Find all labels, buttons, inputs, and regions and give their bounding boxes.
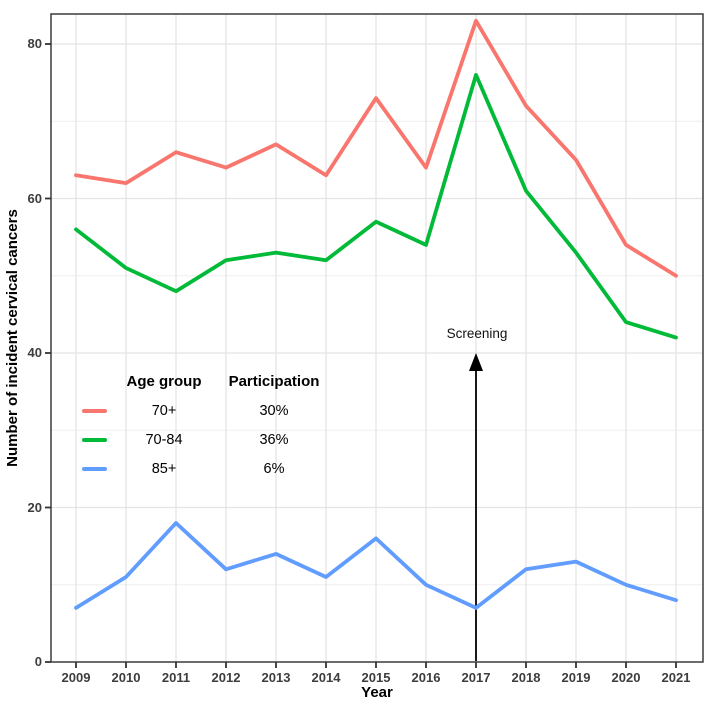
x-tick-label-2018: 2018 [511, 670, 541, 685]
x-tick-label-2021: 2021 [661, 670, 691, 685]
legend-participation-70plus: 30% [259, 402, 289, 419]
legend-header-spacer [82, 379, 107, 383]
x-tick-label-2020: 2020 [611, 670, 641, 685]
y-tick-label-60: 60 [27, 190, 42, 206]
legend-age-group-70-84: 70-84 [145, 431, 183, 448]
legend-participation-70-84: 36% [259, 431, 289, 448]
legend-age-group-70plus: 70+ [151, 402, 177, 419]
legend-header-participation: Participation [228, 372, 320, 390]
legend-line-swatch-85plus [81, 466, 107, 471]
x-tick-label-2010: 2010 [111, 670, 141, 685]
legend-header-age-group: Age group [126, 372, 202, 390]
x-tick-label-2015: 2015 [361, 670, 391, 685]
y-axis-title: Number of incident cervical cancers [4, 209, 21, 467]
legend-row-70plus: 70+ 30% [74, 396, 334, 425]
y-tick-label-40: 40 [27, 345, 42, 360]
x-tick-label-2014: 2014 [311, 670, 341, 685]
screening-annotation-label: Screening [446, 326, 508, 341]
plot-panel [51, 14, 703, 662]
x-tick-label-2017: 2017 [461, 670, 491, 685]
legend-line-swatch-70-84 [81, 437, 107, 442]
series-line-70-84 [74, 73, 678, 340]
legend-row-70-84: 70-84 36% [74, 425, 334, 454]
x-tick-label-2019: 2019 [561, 670, 591, 685]
x-tick-label-2016: 2016 [411, 670, 441, 685]
legend-age-group-85plus: 85+ [151, 460, 177, 477]
legend-participation-85plus: 6% [263, 460, 285, 477]
series-line-70+ [74, 18, 678, 278]
legend: Age group Participation 70+ 30% 70-84 36… [74, 366, 334, 483]
legend-row-85plus: 85+ 6% [74, 454, 334, 483]
y-tick-label-0: 0 [34, 654, 42, 669]
x-tick-label-2011: 2011 [161, 670, 191, 685]
legend-line-swatch-70plus [81, 408, 107, 413]
x-tick-label-2012: 2012 [211, 670, 241, 685]
x-tick-label-2009: 2009 [61, 670, 91, 685]
y-tick-label-20: 20 [27, 499, 42, 515]
panel-border [50, 13, 704, 663]
x-axis-title: Year [361, 684, 393, 701]
screening-arrow-head [469, 353, 483, 371]
legend-header-row: Age group Participation [74, 366, 334, 396]
y-tick-label-80: 80 [27, 36, 42, 51]
series-line-85+ [74, 521, 678, 610]
x-tick-label-2013: 2013 [261, 670, 291, 685]
